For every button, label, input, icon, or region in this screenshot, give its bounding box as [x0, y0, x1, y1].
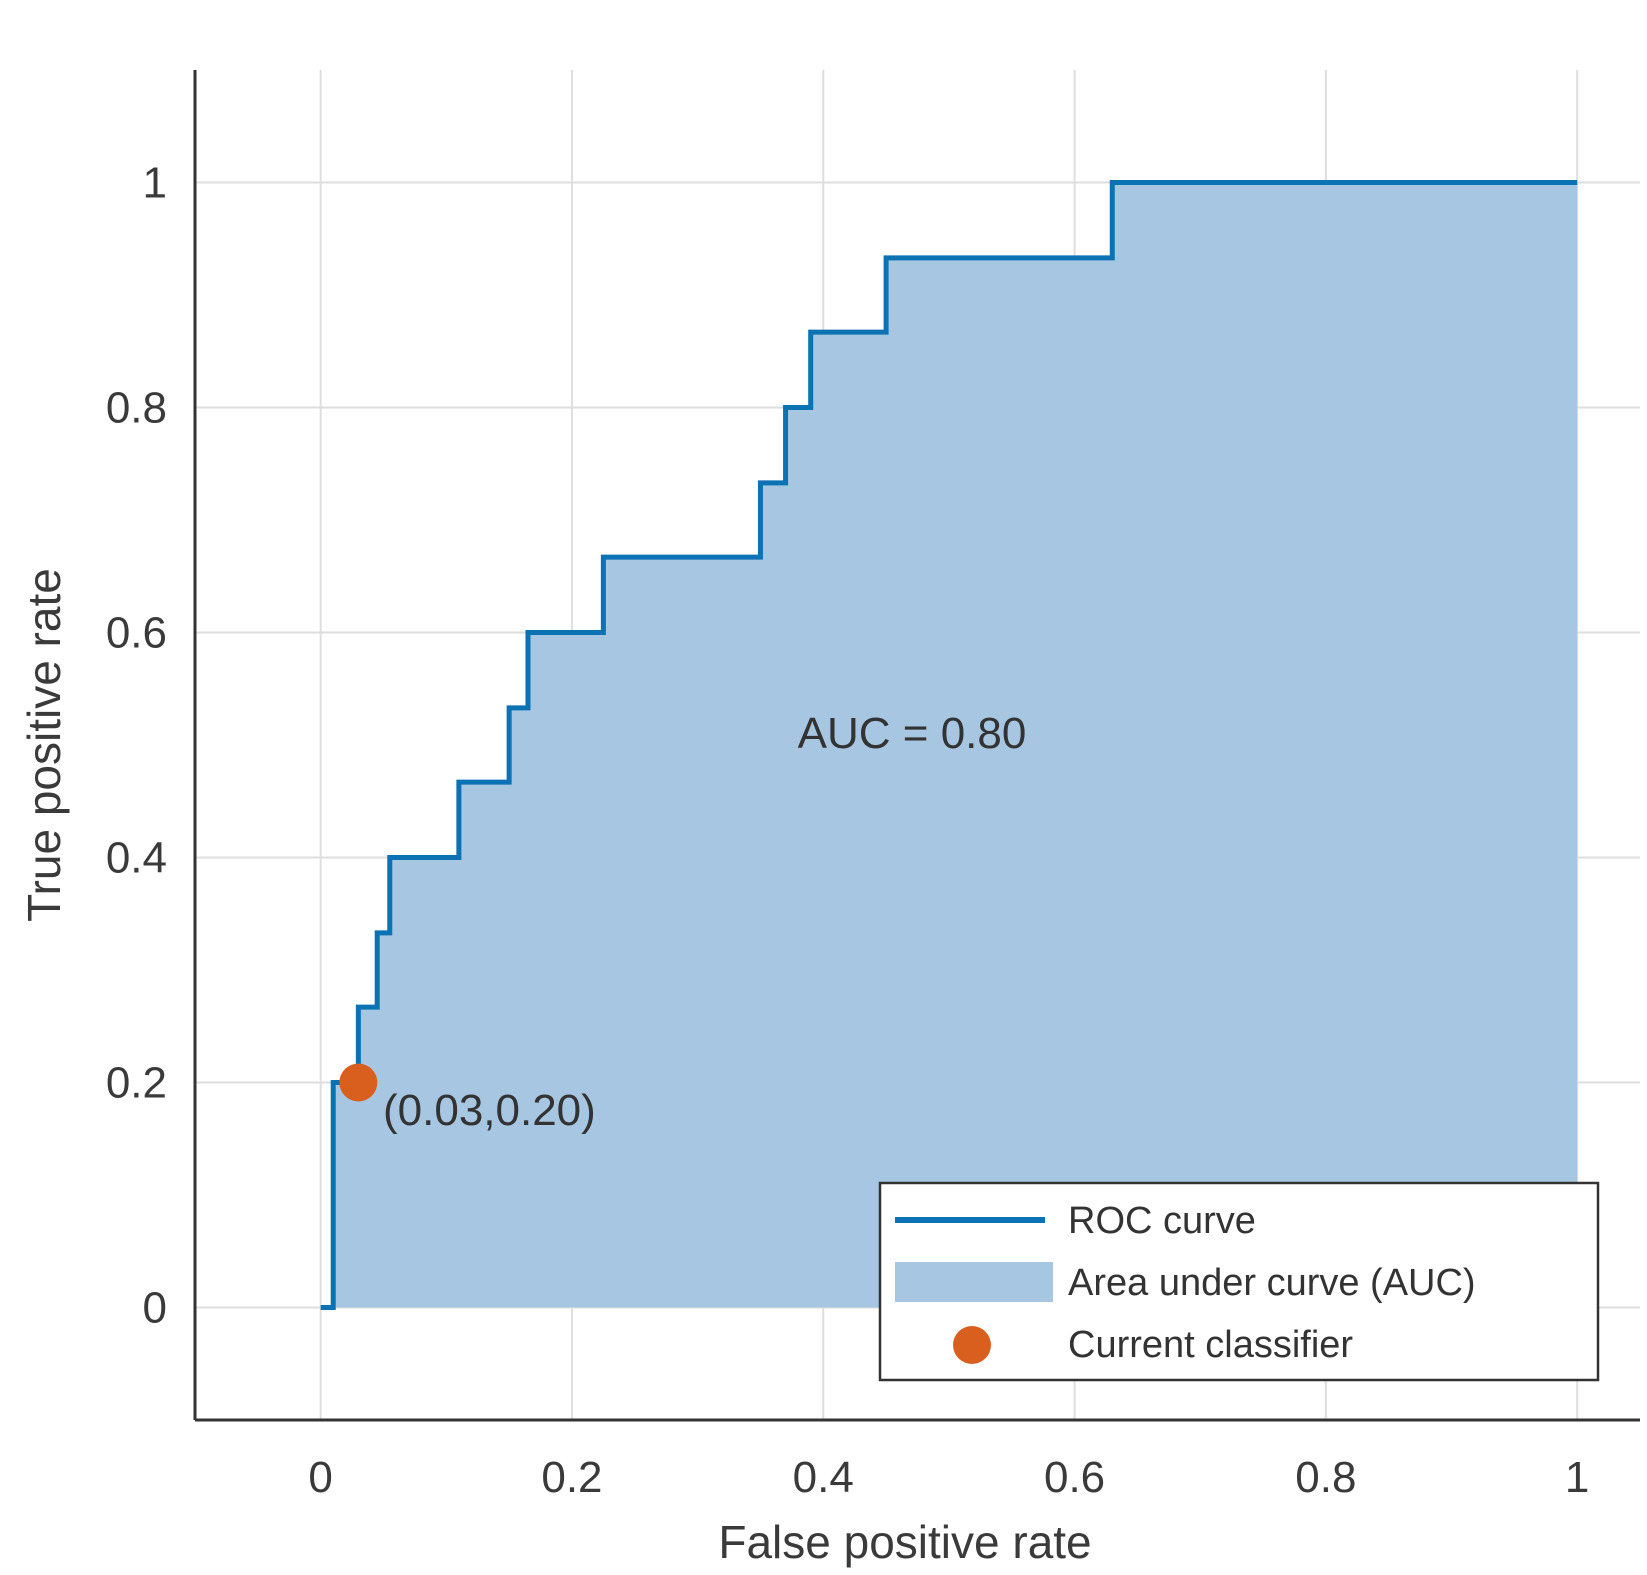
- auc-area-layer: [320, 182, 1578, 1308]
- y-tick-label: 0.2: [106, 1059, 167, 1108]
- current-classifier-point: [339, 1063, 378, 1102]
- x-tick-label: 0.8: [1295, 1453, 1356, 1502]
- x-tick-label: 0.2: [541, 1453, 602, 1502]
- tick-label-layer: 0 0.2 0.4 0.6 0.8 1 0 0.2 0.4 0.6 0.8 1: [106, 159, 1590, 1503]
- y-tick-label: 0: [143, 1284, 167, 1333]
- x-axis-title: False positive rate: [718, 1516, 1091, 1568]
- legend-auc-swatch: [895, 1262, 1053, 1302]
- legend-label-auc: Area under curve (AUC): [1068, 1262, 1476, 1304]
- x-tick-label: 1: [1565, 1453, 1589, 1502]
- classifier-marker-layer: [339, 1063, 378, 1102]
- roc-curve-line: [320, 180, 1578, 1310]
- legend-classifier-swatch: [953, 1326, 991, 1364]
- y-axis-title: True positive rate: [18, 568, 70, 922]
- auc-annotation: AUC = 0.80: [798, 709, 1027, 758]
- y-tick-label: 1: [143, 159, 167, 208]
- x-tick-label: 0: [308, 1453, 332, 1502]
- y-tick-label: 0.8: [106, 384, 167, 433]
- classifier-annotation: (0.03,0.20): [383, 1086, 596, 1135]
- legend: ROC curve Area under curve (AUC) Current…: [878, 1181, 1600, 1382]
- axes-layer: [193, 70, 1640, 1422]
- auc-area: [320, 182, 1578, 1308]
- y-tick-label: 0.6: [106, 609, 167, 658]
- x-tick-label: 0.4: [793, 1453, 854, 1502]
- legend-label-classifier: Current classifier: [1068, 1324, 1353, 1366]
- roc-curve-layer: [320, 180, 1578, 1310]
- x-tick-label: 0.6: [1044, 1453, 1105, 1502]
- legend-label-roc: ROC curve: [1068, 1200, 1256, 1242]
- y-tick-label: 0.4: [106, 834, 167, 883]
